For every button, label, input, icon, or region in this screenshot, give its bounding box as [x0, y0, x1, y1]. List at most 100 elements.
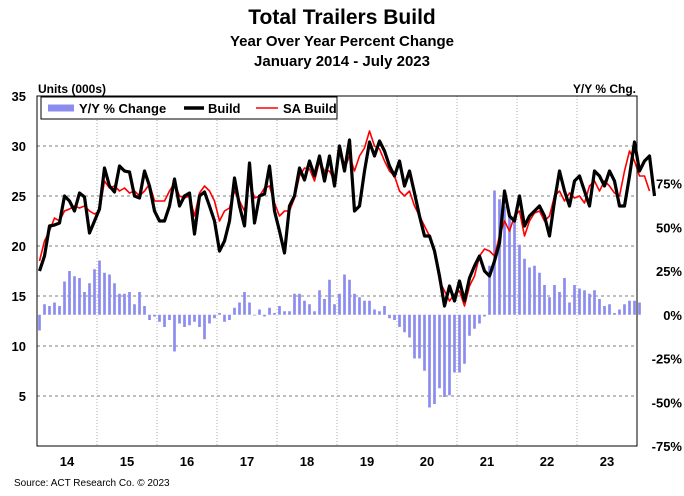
yoy-bar	[268, 307, 271, 315]
yoy-bar	[408, 314, 411, 338]
left-tick-label: 10	[12, 339, 26, 354]
yoy-bar	[83, 292, 86, 315]
yoy-bar	[318, 290, 321, 315]
yoy-bar	[583, 290, 586, 315]
yoy-bar	[108, 274, 111, 315]
yoy-bars	[38, 190, 641, 408]
yoy-bar	[143, 306, 146, 315]
yoy-bar	[138, 292, 141, 315]
yoy-bar	[38, 314, 41, 331]
right-tick-label: 50%	[656, 220, 682, 235]
right-tick-label: 25%	[656, 264, 682, 279]
yoy-bar	[168, 314, 171, 320]
right-tick-label: -25%	[652, 352, 683, 367]
yoy-bar	[238, 302, 241, 315]
axis-ticks: 35 30 25 20 15 10 5 75% 50% 25% 0% -25% -50% -75% 14 15…	[12, 89, 683, 469]
yoy-bar	[568, 302, 571, 315]
yoy-bar	[398, 314, 401, 327]
yoy-bar	[338, 293, 341, 315]
chart-subtitle-2: January 2014 - July 2023	[254, 53, 430, 70]
yoy-bar	[533, 265, 536, 315]
plot-frame	[36, 95, 638, 447]
left-tick-label: 5	[19, 389, 26, 404]
x-tick-label: 16	[180, 454, 194, 469]
x-tick-label: 15	[120, 454, 134, 469]
left-tick-label: 25	[12, 189, 26, 204]
yoy-bar	[508, 213, 511, 315]
yoy-bar	[463, 314, 466, 364]
yoy-bar	[328, 279, 331, 315]
yoy-bar	[248, 302, 251, 315]
yoy-bar	[548, 297, 551, 315]
yoy-bar	[523, 258, 526, 315]
yoy-bar	[183, 314, 186, 327]
yoy-bar	[388, 314, 391, 319]
yoy-bar	[453, 314, 456, 373]
yoy-bar	[588, 293, 591, 315]
yoy-bar	[483, 314, 486, 317]
yoy-bar	[538, 272, 541, 315]
yoy-bar	[468, 314, 471, 336]
yoy-bar	[478, 314, 481, 324]
chart-subtitle-1: Year Over Year Percent Change	[229, 33, 455, 50]
yoy-bar	[98, 260, 101, 315]
legend-label-yoy: Y/Y % Change	[79, 101, 166, 116]
yoy-bar	[288, 311, 291, 315]
legend-label-sa-build: SA Build	[283, 101, 337, 116]
x-tick-label: 17	[240, 454, 254, 469]
yoy-bar	[113, 283, 116, 315]
yoy-bar	[258, 309, 261, 315]
yoy-bar	[223, 314, 226, 322]
yoy-bar	[93, 269, 96, 315]
yoy-bar	[608, 304, 611, 315]
yoy-bar	[598, 299, 601, 315]
yoy-bar	[353, 293, 356, 315]
yoy-bar	[553, 285, 556, 315]
yoy-bar	[373, 309, 376, 315]
left-tick-label: 30	[12, 139, 26, 154]
yoy-bar	[368, 300, 371, 315]
build-lines	[37, 130, 657, 308]
yoy-bar	[123, 293, 126, 315]
yoy-bar	[63, 281, 66, 315]
yoy-bar	[278, 306, 281, 315]
yoy-bar	[203, 314, 206, 340]
yoy-bar	[263, 314, 266, 317]
yoy-bar	[298, 293, 301, 315]
yoy-bar	[573, 285, 576, 315]
right-tick-label: 75%	[656, 177, 682, 192]
left-tick-label: 35	[12, 89, 26, 104]
yoy-bar	[213, 314, 216, 319]
grid	[37, 96, 637, 446]
yoy-bar	[513, 218, 516, 315]
yoy-bar	[638, 302, 641, 315]
yoy-bar	[313, 311, 316, 315]
yoy-bar	[393, 314, 396, 320]
yoy-bar	[158, 314, 161, 322]
x-tick-label: 22	[540, 454, 554, 469]
yoy-bar	[528, 267, 531, 315]
yoy-bar	[418, 314, 421, 359]
yoy-bar	[273, 313, 276, 315]
yoy-bar	[503, 206, 506, 315]
yoy-bar	[53, 302, 56, 315]
yoy-bar	[333, 304, 336, 315]
yoy-bar	[438, 314, 441, 389]
yoy-bar	[283, 311, 286, 315]
yoy-bar	[363, 300, 366, 315]
yoy-bar	[488, 265, 491, 315]
yoy-bar	[348, 279, 351, 315]
yoy-bar	[498, 199, 501, 315]
right-tick-label: -50%	[652, 395, 683, 410]
yoy-bar	[218, 313, 221, 315]
yoy-bar	[303, 300, 306, 315]
yoy-bar	[148, 314, 151, 320]
right-axis-label: Y/Y % Chg.	[573, 82, 636, 96]
yoy-bar	[193, 314, 196, 322]
yoy-bar	[413, 314, 416, 359]
yoy-bar	[563, 278, 566, 315]
yoy-bar	[308, 304, 311, 315]
yoy-bar	[228, 314, 231, 320]
yoy-bar	[543, 285, 546, 315]
